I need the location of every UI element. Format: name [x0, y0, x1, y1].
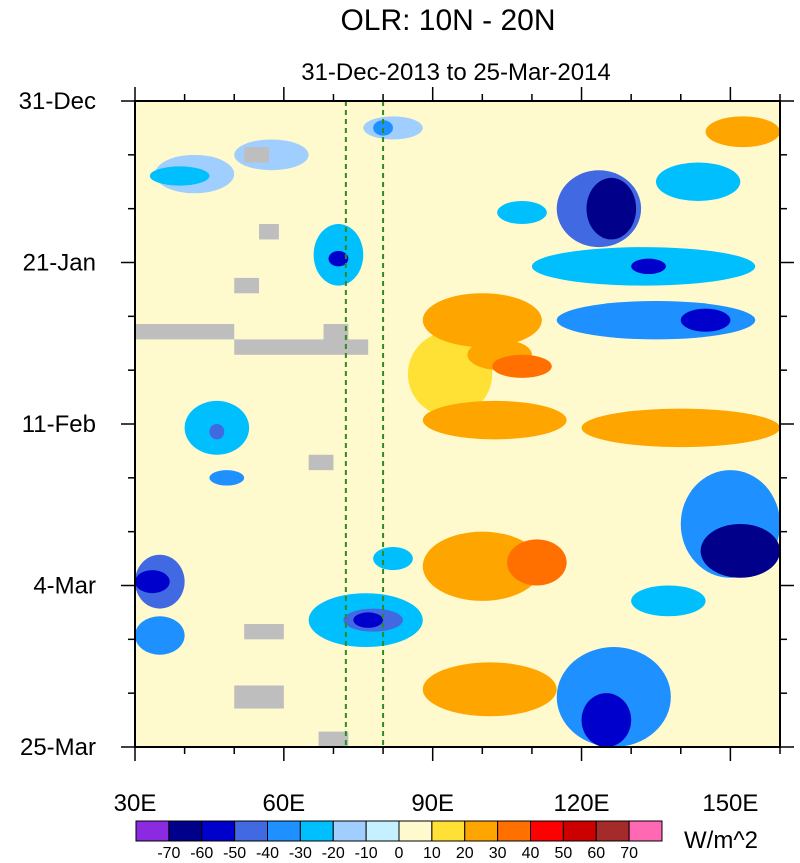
- x-tick-label: 60E: [262, 790, 305, 817]
- colorbar-swatch: [464, 820, 499, 842]
- anomaly-region-35: [422, 293, 542, 348]
- colorbar-label: 30: [489, 845, 507, 862]
- anomaly-region-33: [422, 531, 542, 601]
- anomaly-region-11: [631, 258, 666, 275]
- anomaly-region-14: [655, 162, 741, 201]
- colorbar-swatch: [595, 820, 630, 842]
- colorbar-swatch: [299, 820, 334, 842]
- y-tick-label: 11-Feb: [22, 411, 96, 438]
- anomaly-region-17: [209, 424, 225, 440]
- colorbar-label: -10: [355, 845, 378, 862]
- chart-subtitle: 31-Dec-2013 to 25-Mar-2014: [301, 59, 611, 86]
- colorbar-label: 60: [587, 845, 605, 862]
- anomaly-region-40: [422, 662, 557, 717]
- anomaly-region-20: [135, 570, 170, 594]
- colorbar-swatch: [267, 820, 301, 842]
- y-tick-label: 31-Dec: [19, 88, 96, 115]
- colorbar-label: -20: [322, 845, 345, 862]
- colorbar-label: 70: [620, 845, 638, 862]
- colorbar-label: -30: [289, 845, 312, 862]
- anomaly-region-34: [507, 539, 567, 586]
- anomaly-region-13: [680, 308, 731, 332]
- anomaly-region-30: [631, 585, 706, 617]
- colorbar: -70 -60 -50 -40 -30 -20 -10 0 10 20 30 40 50 60 70: [135, 820, 663, 862]
- anomaly-region-15: [497, 200, 547, 225]
- colorbar-swatch: [201, 820, 236, 842]
- x-tick-label: 120E: [554, 790, 610, 817]
- colorbar-label: 50: [554, 845, 572, 862]
- missing-data-cell-10: [318, 731, 349, 747]
- colorbar-label: -40: [256, 845, 279, 862]
- colorbar-label: 10: [423, 845, 441, 862]
- x-tick-label: 90E: [411, 790, 454, 817]
- missing-data-cell-1: [244, 147, 269, 163]
- missing-data-cell-6: [323, 324, 349, 348]
- missing-data-cell-7: [308, 454, 334, 471]
- colorbar-swatch: [530, 820, 564, 842]
- colorbar-label: -70: [157, 845, 180, 862]
- anomaly-region-28: [581, 693, 632, 747]
- colorbar-unit-label: W/m^2: [684, 827, 758, 854]
- missing-data-cell-2: [259, 224, 279, 240]
- missing-data-cell-9: [234, 685, 284, 709]
- colorbar-label: 0: [395, 845, 404, 862]
- colorbar-swatch: [365, 820, 400, 842]
- missing-data-cell-3: [234, 277, 260, 294]
- anomaly-region-29: [373, 547, 413, 571]
- y-tick-label: 4-Mar: [33, 573, 96, 600]
- anomaly-region-26: [700, 523, 780, 578]
- anomaly-region-24: [353, 612, 384, 628]
- colorbar-swatch: [234, 820, 268, 842]
- colorbar-label: -60: [190, 845, 213, 862]
- x-tick-label: 150E: [702, 790, 758, 817]
- anomaly-region-3: [149, 166, 210, 186]
- anomaly-region-39: [705, 116, 780, 148]
- colorbar-swatch: [562, 820, 597, 842]
- y-tick-label: 25-Mar: [20, 734, 96, 761]
- anomaly-region-37: [492, 354, 552, 378]
- anomaly-region-9: [586, 177, 637, 240]
- colorbar-swatch: [332, 820, 367, 842]
- axes: 30E 60E 90E 120E 150E 31-Dec 21-Jan 11-Feb 4-Mar…: [19, 87, 794, 817]
- colorbar-label: 20: [456, 845, 474, 862]
- x-tick-label: 30E: [114, 790, 157, 817]
- colorbar-label: 40: [522, 845, 540, 862]
- missing-data-cell-4: [135, 324, 235, 340]
- colorbar-label: -50: [223, 845, 246, 862]
- chart-title: OLR: 10N - 20N: [340, 4, 555, 37]
- y-tick-label: 21-Jan: [23, 250, 96, 277]
- colorbar-swatch: [398, 820, 433, 842]
- anomaly-region-7: [373, 120, 394, 136]
- colorbar-swatch: [431, 820, 466, 842]
- anomaly-region-21: [135, 616, 185, 655]
- colorbar-swatch: [628, 820, 663, 842]
- anomaly-region-5: [328, 250, 349, 267]
- colorbar-swatch: [497, 820, 531, 842]
- missing-data-cell-8: [244, 623, 284, 640]
- colorbar-swatch: [135, 820, 170, 842]
- colorbar-swatch: [168, 820, 203, 842]
- plot-area: [135, 101, 780, 747]
- anomaly-region-18: [209, 470, 245, 486]
- anomaly-region-32: [422, 400, 567, 440]
- anomaly-region-38: [581, 408, 780, 448]
